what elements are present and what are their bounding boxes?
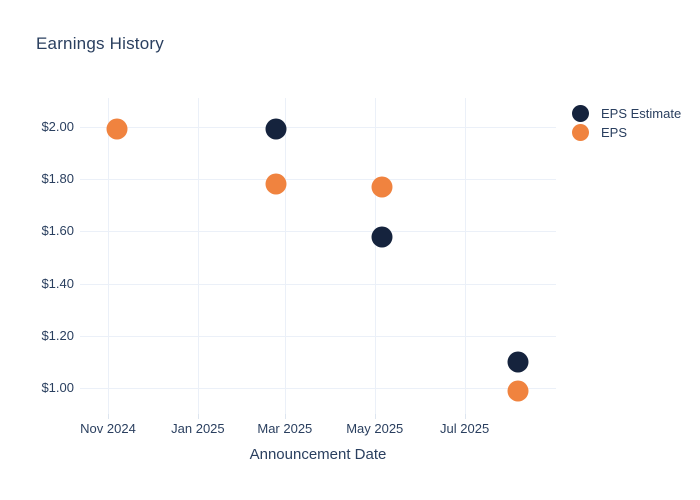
x-tick-label: Jan 2025: [171, 421, 225, 436]
v-gridline: [284, 98, 286, 414]
h-gridline: [80, 179, 556, 181]
y-tick-label: $1.80: [41, 171, 74, 187]
x-tick-label: Mar 2025: [257, 421, 313, 436]
x-tick-label: Jul 2025: [440, 421, 490, 436]
x-tick-label: Nov 2024: [80, 421, 136, 436]
data-point-eps[interactable]: [265, 173, 287, 195]
data-point-eps[interactable]: [106, 118, 128, 140]
h-gridline: [80, 336, 556, 338]
v-gridline: [464, 98, 466, 414]
x-tick-mark: [197, 414, 199, 419]
x-tick-mark: [108, 414, 109, 419]
y-tick-label: $1.00: [41, 380, 74, 396]
legend-label: EPS: [601, 125, 628, 140]
legend-label: EPS Estimate: [601, 106, 682, 121]
y-tick-label: $2.00: [41, 118, 74, 134]
data-point-eps[interactable]: [371, 176, 393, 198]
legend-item-eps[interactable]: EPS: [572, 123, 681, 142]
plot-area: [80, 98, 556, 419]
h-gridline: [80, 126, 556, 128]
h-gridline: [80, 283, 556, 285]
h-gridline: [80, 231, 556, 233]
x-tick-mark: [284, 414, 286, 419]
data-point-eps-estimate[interactable]: [265, 118, 287, 140]
v-gridline: [197, 98, 199, 414]
v-gridline: [108, 98, 109, 414]
data-point-eps-estimate[interactable]: [507, 351, 529, 373]
legend-item-eps-estimate[interactable]: EPS Estimate: [572, 104, 681, 123]
x-tick-mark: [374, 414, 376, 419]
y-tick-label: $1.20: [41, 328, 74, 344]
h-gridline: [80, 388, 556, 390]
x-tick-mark: [464, 414, 466, 419]
x-axis-title: Announcement Date: [249, 446, 387, 463]
chart-title: Earnings History: [36, 34, 164, 53]
data-point-eps[interactable]: [507, 380, 529, 402]
eps-marker-icon: [572, 124, 589, 141]
y-tick-label: $1.60: [41, 223, 74, 239]
v-gridline: [374, 98, 376, 414]
x-tick-label: May 2025: [346, 421, 404, 436]
legend: EPS Estimate EPS: [572, 104, 681, 142]
data-point-eps-estimate[interactable]: [371, 226, 393, 248]
y-tick-label: $1.40: [41, 275, 74, 291]
eps-estimate-marker-icon: [572, 105, 589, 122]
